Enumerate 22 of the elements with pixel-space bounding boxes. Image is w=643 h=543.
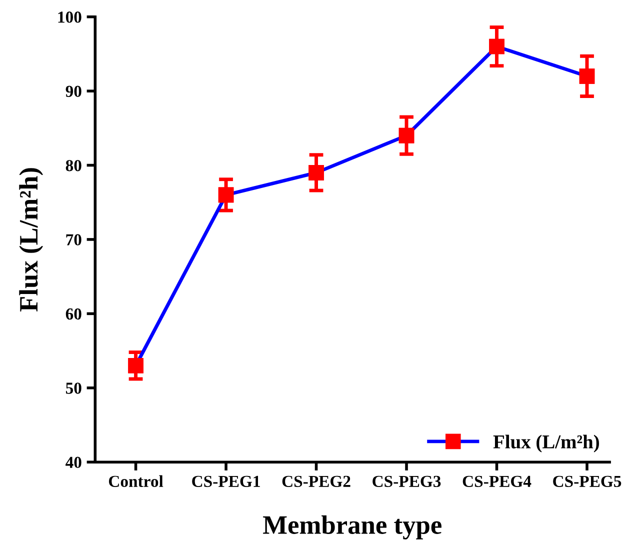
y-tick-label: 100 — [58, 12, 82, 23]
y-tick-label: 50 — [66, 382, 82, 394]
point — [308, 165, 324, 180]
y-tick-label: 90 — [66, 86, 82, 97]
point — [128, 358, 144, 374]
x-tick-label: Control — [108, 475, 164, 488]
point — [579, 68, 595, 84]
point — [489, 38, 504, 54]
x-axis-title: Membrane type — [263, 515, 442, 540]
x-tick-label: CS-PEG3 — [372, 476, 441, 488]
y-tick-label: 60 — [66, 308, 82, 320]
y-tick-label: 80 — [66, 160, 82, 172]
point — [218, 187, 234, 203]
y-tick-label: 40 — [66, 456, 82, 468]
y-axis-title: Flux (L/m²h) — [19, 168, 44, 312]
x-tick-label: CS-PEG1 — [192, 476, 260, 488]
x-tick-label: CS-PEG2 — [282, 476, 350, 488]
y-tick-label: 70 — [66, 234, 82, 246]
x-tick-label: CS-PEG5 — [553, 476, 622, 488]
point — [398, 128, 414, 144]
legend-label: Flux (L/m²h) — [493, 434, 599, 452]
x-tick-label: CS-PEG4 — [462, 476, 532, 488]
